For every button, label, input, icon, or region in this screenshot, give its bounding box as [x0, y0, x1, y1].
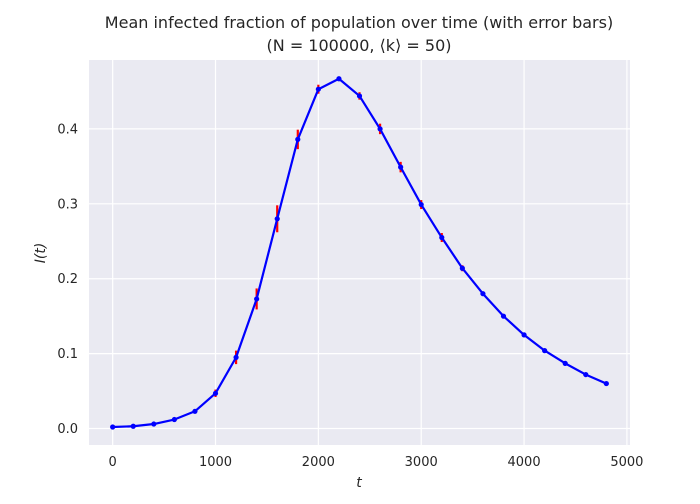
plot-area [89, 60, 630, 445]
y-tick-labels: 0.0 0.1 0.2 0.3 0.4 [57, 122, 78, 437]
data-point [274, 216, 280, 222]
x-tick-labels: 0 1000 2000 3000 4000 5000 [109, 455, 644, 470]
y-tick-label: 0.1 [57, 347, 78, 362]
y-tick-label: 0.0 [57, 422, 78, 437]
data-point [562, 360, 568, 366]
data-point [439, 234, 445, 241]
data-point [171, 416, 177, 423]
y-axis-label: I(t) [33, 243, 49, 264]
chart-title-line1: Mean infected fraction of population ove… [105, 13, 613, 32]
data-point [603, 380, 609, 387]
data-point [521, 332, 527, 338]
data-point [418, 201, 424, 208]
x-tick-label: 1000 [199, 455, 232, 470]
y-tick-label: 0.2 [57, 272, 78, 287]
x-tick-label: 2000 [302, 455, 335, 470]
data-point [336, 76, 342, 82]
data-point [192, 408, 198, 414]
data-point [377, 126, 383, 132]
grid-lines [89, 60, 630, 445]
data-point [212, 390, 219, 396]
data-point [295, 136, 301, 142]
x-tick-label: 0 [109, 455, 117, 470]
x-tick-label: 3000 [405, 455, 438, 470]
data-point [542, 348, 548, 354]
data-point [500, 313, 507, 319]
data-point [254, 296, 260, 302]
data-point [398, 164, 404, 170]
x-tick-label: 5000 [610, 455, 643, 470]
data-point [480, 291, 486, 297]
data-point [233, 354, 239, 360]
data-points [110, 76, 609, 430]
y-tick-label: 0.4 [57, 122, 78, 137]
data-point [130, 423, 136, 429]
chart-title-line2: (N = 100000, ⟨k⟩ = 50) [267, 36, 452, 55]
data-point [459, 265, 465, 271]
data-point [151, 421, 157, 427]
data-point [110, 424, 116, 430]
x-tick-label: 4000 [508, 455, 541, 470]
x-axis-label: t [356, 475, 362, 491]
y-tick-label: 0.3 [57, 197, 78, 212]
data-point [315, 86, 321, 92]
data-point [583, 371, 589, 378]
data-point [356, 93, 363, 99]
